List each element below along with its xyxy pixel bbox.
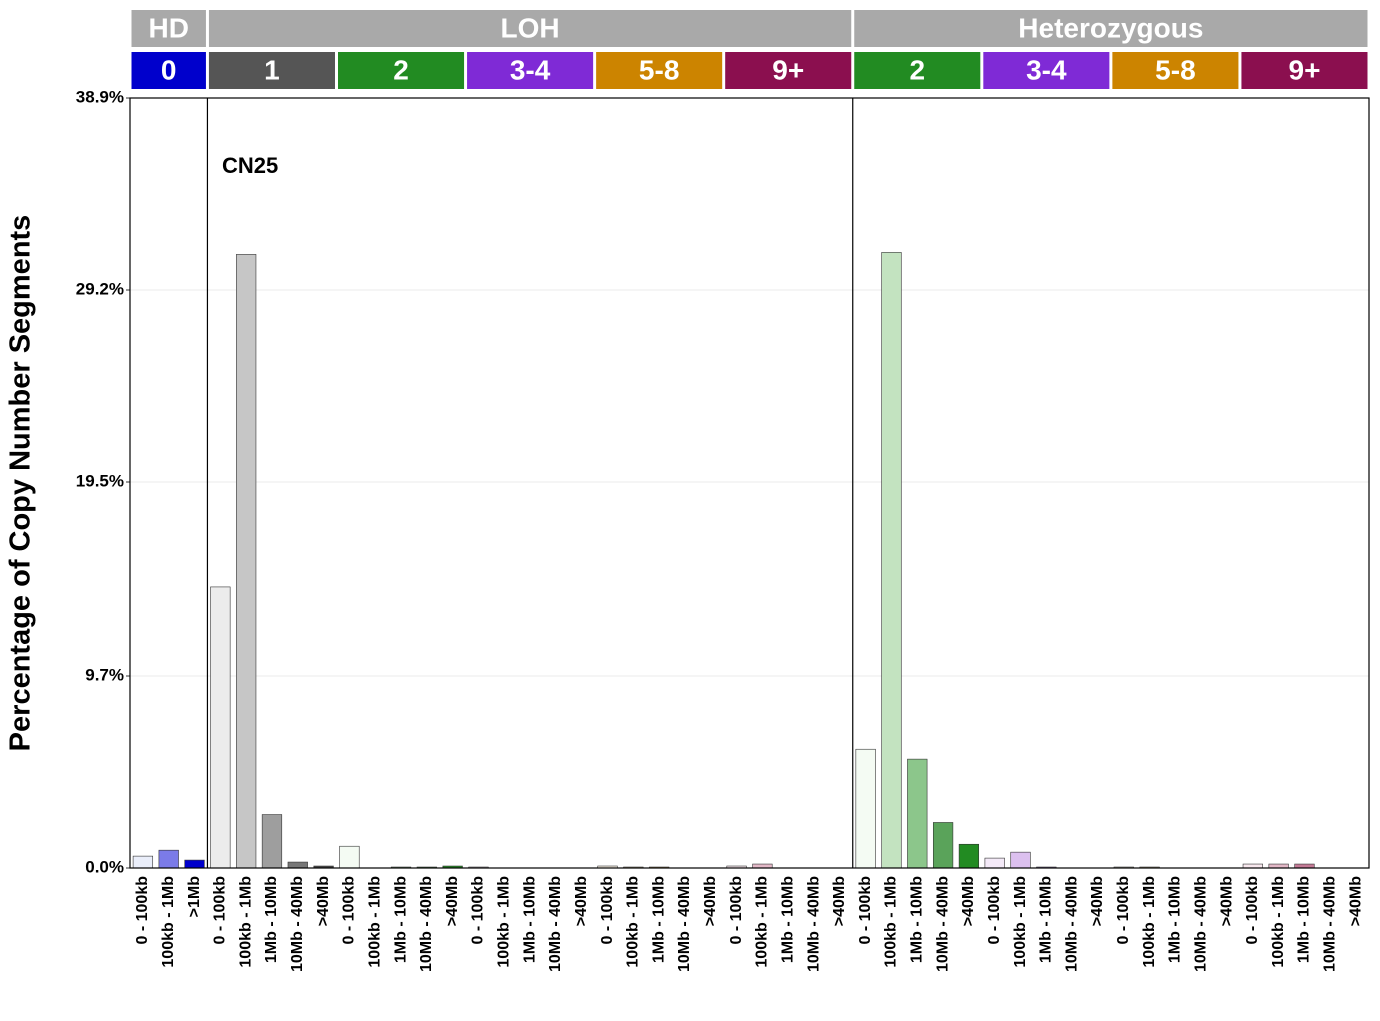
x-tick-label: 10Mb - 40Mb	[1192, 876, 1209, 972]
x-tick-label: 10Mb - 40Mb	[547, 876, 564, 972]
copy-number-label: 1	[264, 54, 280, 85]
x-tick-label: 0 - 100kb	[986, 876, 1003, 945]
group-header	[208, 10, 852, 47]
x-tick-label: 0 - 100kb	[341, 876, 358, 945]
x-tick-label: >40Mb	[1347, 876, 1364, 926]
copy-number-label: 3-4	[1026, 54, 1067, 85]
y-tick-label: 0.0%	[85, 857, 124, 876]
x-tick-label: 0 - 100kb	[212, 876, 229, 945]
x-tick-label: 10Mb - 40Mb	[1063, 876, 1080, 972]
x-tick-label: 100kb - 1Mb	[883, 876, 900, 968]
group-label: LOH	[501, 12, 560, 43]
x-tick-label: >40Mb	[315, 876, 332, 926]
y-tick-label: 9.7%	[85, 665, 124, 684]
x-tick-label: 100kb - 1Mb	[237, 876, 254, 968]
x-tick-label: 10Mb - 40Mb	[1322, 876, 1339, 972]
x-tick-label: >40Mb	[1089, 876, 1106, 926]
copy-number-label: 5-8	[1155, 54, 1195, 85]
x-tick-label: >1Mb	[186, 876, 203, 918]
x-tick-label: 100kb - 1Mb	[160, 876, 177, 968]
group-label: HD	[148, 12, 188, 43]
bar	[984, 857, 1005, 869]
x-tick-label: 100kb - 1Mb	[1141, 876, 1158, 968]
x-tick-label: >40Mb	[444, 876, 461, 926]
x-tick-label: 100kb - 1Mb	[625, 876, 642, 968]
annotation: CN25	[222, 153, 278, 178]
x-tick-label: 1Mb - 10Mb	[521, 876, 538, 963]
x-tick-label: >40Mb	[831, 876, 848, 926]
group-label: Heterozygous	[1018, 12, 1203, 43]
x-tick-label: 100kb - 1Mb	[754, 876, 771, 968]
x-tick-label: 1Mb - 10Mb	[263, 876, 280, 963]
copy-number-header	[596, 52, 723, 89]
x-tick-label: 10Mb - 40Mb	[676, 876, 693, 972]
copy-number-label: 2	[393, 54, 409, 85]
x-tick-label: 0 - 100kb	[470, 876, 487, 945]
copy-number-header	[725, 52, 852, 89]
bar	[184, 859, 205, 869]
x-tick-label: 0 - 100kb	[599, 876, 616, 945]
bar	[236, 254, 257, 869]
x-tick-label: 0 - 100kb	[857, 876, 874, 945]
x-tick-label: >40Mb	[960, 876, 977, 926]
y-axis-title: Percentage of Copy Number Segments	[5, 215, 37, 752]
copy-number-label: 5-8	[639, 54, 679, 85]
bar	[881, 252, 902, 869]
bar	[855, 748, 876, 869]
copy-number-header	[854, 52, 981, 89]
bar	[132, 855, 154, 869]
x-tick-label: 1Mb - 10Mb	[392, 876, 409, 963]
copy-number-header	[1241, 52, 1368, 89]
bar	[339, 845, 360, 869]
x-tick-label: 100kb - 1Mb	[496, 876, 513, 968]
x-tick-label: 0 - 100kb	[1244, 876, 1261, 945]
copy-number-header	[983, 52, 1110, 89]
x-tick-label: 1Mb - 10Mb	[1296, 876, 1313, 963]
x-tick-label: 1Mb - 10Mb	[1038, 876, 1055, 963]
x-tick-label: 1Mb - 10Mb	[909, 876, 926, 963]
copy-number-label: 3-4	[510, 54, 551, 85]
x-tick-label: 10Mb - 40Mb	[289, 876, 306, 972]
x-tick-label: 100kb - 1Mb	[1270, 876, 1287, 968]
copy-number-header	[131, 52, 206, 89]
copy-number-label: 9+	[1289, 54, 1321, 85]
x-tick-label: 1Mb - 10Mb	[1167, 876, 1184, 963]
copy-number-header	[208, 52, 335, 89]
copy-number-label: 9+	[772, 54, 804, 85]
copy-number-header	[1112, 52, 1239, 89]
bar	[210, 586, 231, 869]
y-tick-label: 29.2%	[76, 279, 124, 298]
x-tick-label: 100kb - 1Mb	[1012, 876, 1029, 968]
bar	[958, 843, 980, 869]
x-tick-label: 0 - 100kb	[134, 876, 151, 945]
bar	[287, 861, 308, 869]
plot-frame	[129, 97, 1370, 869]
x-tick-label: 100kb - 1Mb	[366, 876, 383, 968]
x-tick-label: >40Mb	[702, 876, 719, 926]
copy-number-label: 2	[909, 54, 925, 85]
copy-number-header	[338, 52, 465, 89]
x-tick-label: 1Mb - 10Mb	[650, 876, 667, 963]
x-tick-label: 10Mb - 40Mb	[934, 876, 951, 972]
copy-number-header	[467, 52, 594, 89]
y-tick-label: 38.9%	[76, 87, 124, 106]
x-tick-label: >40Mb	[1218, 876, 1235, 926]
y-tick-label: 19.5%	[76, 471, 124, 490]
bar	[158, 849, 179, 869]
x-tick-label: 0 - 100kb	[1115, 876, 1132, 945]
x-tick-label: 1Mb - 10Mb	[779, 876, 796, 963]
x-tick-label: 0 - 100kb	[728, 876, 745, 945]
group-header	[131, 10, 206, 47]
bar	[907, 758, 928, 869]
x-tick-label: 10Mb - 40Mb	[805, 876, 822, 972]
bar	[932, 822, 954, 869]
group-header	[854, 10, 1368, 47]
bar	[261, 814, 283, 869]
copy-number-label: 0	[161, 54, 177, 85]
bar	[1010, 851, 1031, 869]
x-tick-label: >40Mb	[573, 876, 590, 926]
x-tick-label: 10Mb - 40Mb	[418, 876, 435, 972]
